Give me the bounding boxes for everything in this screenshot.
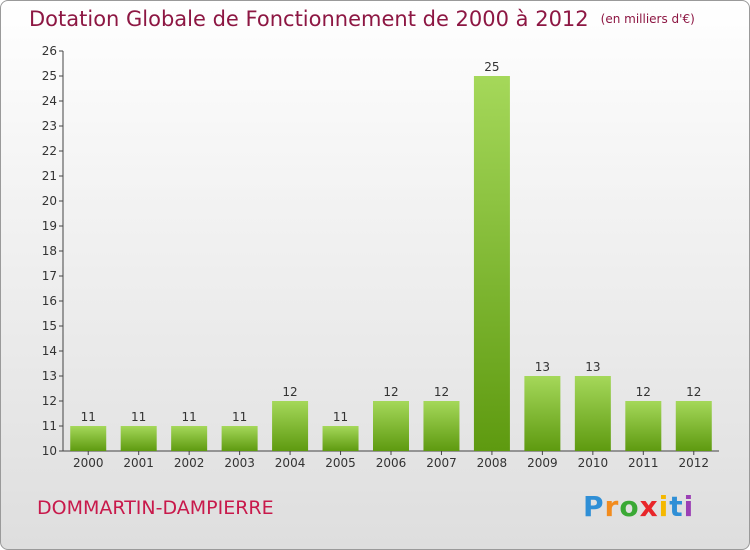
y-tick-label: 23 [42,119,57,133]
bar [524,376,561,451]
logo-letter: o [619,490,640,523]
logo-letter: i [683,490,695,523]
logo-letter: P [583,490,605,523]
y-tick-label: 16 [42,294,57,308]
bar [322,426,359,451]
x-tick-label: 2003 [224,456,255,470]
y-tick-label: 19 [42,219,57,233]
bar [675,401,712,451]
bar [625,401,662,451]
commune-name: DOMMARTIN-DAMPIERRE [37,497,274,519]
logo-letter: x [639,490,659,523]
x-tick-label: 2012 [678,456,709,470]
bar [272,401,309,451]
value-label: 12 [636,385,651,399]
x-tick-label: 2011 [628,456,659,470]
value-label: 11 [131,410,146,424]
y-tick-label: 15 [42,319,57,333]
value-label: 12 [383,385,398,399]
value-label: 11 [333,410,348,424]
value-label: 12 [434,385,449,399]
logo-letter: r [604,490,620,523]
bar [120,426,157,451]
bar [221,426,258,451]
bar [373,401,409,451]
x-tick-label: 2007 [426,456,457,470]
y-tick-label: 18 [42,244,57,258]
value-label: 11 [81,410,96,424]
bar [473,76,510,451]
bar [70,426,107,451]
value-label: 11 [232,410,247,424]
y-tick-label: 13 [42,369,57,383]
value-label: 12 [282,385,297,399]
x-tick-label: 2006 [376,456,407,470]
y-tick-label: 12 [42,394,57,408]
x-tick-label: 2009 [527,456,558,470]
y-tick-label: 25 [42,69,57,83]
y-tick-label: 10 [42,444,57,458]
x-tick-label: 2002 [174,456,205,470]
y-tick-label: 11 [42,419,57,433]
x-tick-label: 2000 [73,456,104,470]
x-tick-label: 2004 [275,456,306,470]
y-tick-label: 20 [42,194,57,208]
value-label: 13 [585,360,600,374]
bar [171,426,208,451]
x-tick-label: 2005 [325,456,356,470]
x-tick-label: 2008 [477,456,508,470]
chart-title: Dotation Globale de Fonctionnement de 20… [29,7,695,31]
y-tick-label: 17 [42,269,57,283]
y-tick-label: 14 [42,344,57,358]
proxiti-logo: Proxiti [583,490,694,523]
logo-letter: t [669,490,684,523]
bar [574,376,611,451]
logo-letter: i [658,490,670,523]
value-label: 13 [535,360,550,374]
value-label: 25 [484,60,499,74]
y-tick-label: 24 [42,94,57,108]
bar [423,401,460,451]
value-label: 12 [686,385,701,399]
value-label: 11 [182,410,197,424]
y-tick-label: 22 [42,144,57,158]
y-tick-label: 26 [42,44,57,58]
y-tick-label: 21 [42,169,57,183]
unit-label: (en milliers d'€) [600,12,695,26]
x-tick-label: 2010 [578,456,609,470]
x-tick-label: 2001 [123,456,154,470]
